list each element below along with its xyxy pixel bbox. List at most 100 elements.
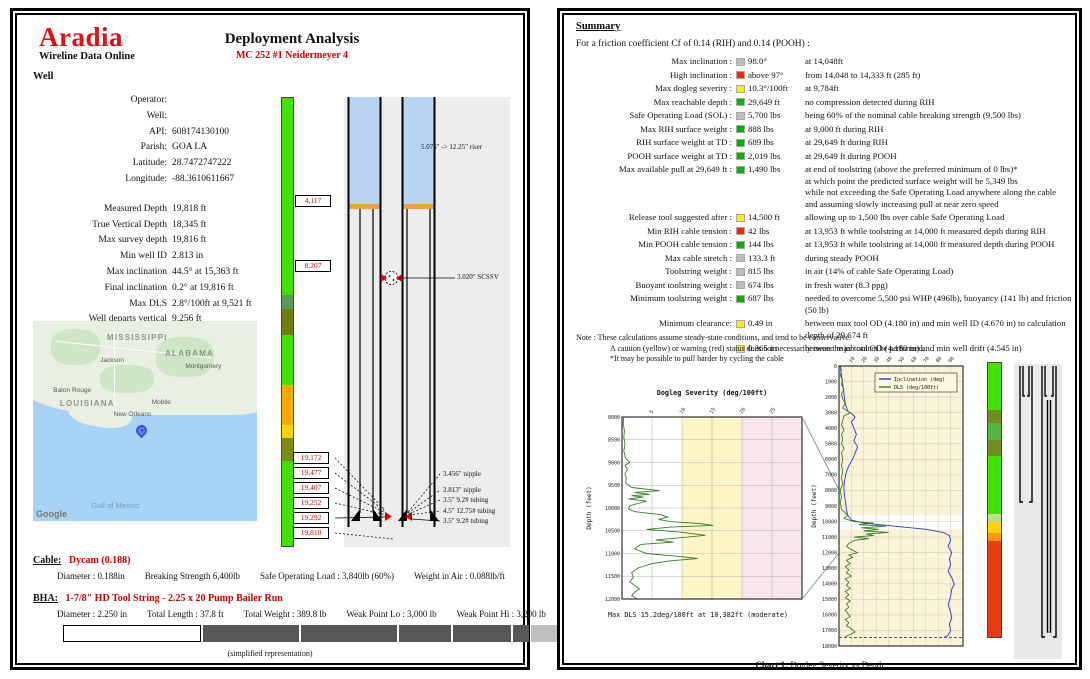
- map-water-label: Gulf of Mexico: [91, 501, 140, 510]
- svg-text:20: 20: [739, 407, 747, 415]
- summary-row-value: 10.3°/100ft: [748, 83, 788, 93]
- report-title: Deployment Analysis: [224, 31, 360, 47]
- well-info-value: 0.2° at 19,816 ft: [172, 282, 234, 293]
- svg-text:13000: 13000: [822, 566, 837, 572]
- well-info-row: API: 608174130100: [27, 125, 337, 141]
- summary-row-value: 5,700 lbs: [748, 110, 781, 120]
- summary-row-desc: from 14,048 to 14,333 ft (285 ft): [805, 69, 921, 80]
- status-square-yellow: [736, 344, 745, 353]
- summary-row-label: Max inclination :: [671, 56, 732, 66]
- toolstring-diagram: [63, 625, 561, 642]
- spec-item: Weak Point Hi : 3,200 lb: [456, 609, 546, 619]
- severity-segment: [282, 335, 293, 385]
- note-line: Note : These calculations assume steady-…: [576, 333, 852, 342]
- well-info-value: 19,816 ft: [172, 235, 207, 246]
- summary-row-value: 815 lbs: [748, 266, 774, 276]
- svg-text:80: 80: [935, 356, 943, 364]
- well-info-row: True Vertical Depth 18,345 ft: [27, 218, 337, 234]
- component-label: 3.456" nipple: [443, 470, 481, 478]
- summary-row-desc: at 14,048ft: [805, 56, 844, 66]
- well-info-value: -88.3610611667: [172, 173, 235, 184]
- toolstring-segment: [301, 625, 397, 642]
- summary-row: Min RIH cable tension : 42 lbs at 13,953 f…: [574, 225, 1080, 239]
- status-square-green: [736, 165, 745, 174]
- summary-row-desc: between max tool OD (4.180 in) and min w…: [805, 343, 1022, 353]
- status-square-yellow: [736, 319, 745, 328]
- status-square-yellow: [736, 84, 745, 93]
- svg-text:18000: 18000: [822, 644, 837, 650]
- severity-segment: [282, 425, 293, 439]
- summary-row-desc: at 13,953 ft while toolstring at 14,000 …: [805, 225, 1046, 236]
- well-info-label: Operator:: [130, 95, 167, 105]
- summary-row-label: Buoyant toolstring weight :: [635, 279, 732, 290]
- well-info-row: Parish: GOA LA: [27, 140, 337, 156]
- svg-text:12000: 12000: [605, 597, 620, 603]
- chart-connector-lines: [802, 416, 839, 600]
- component-label: 3.5" 9.2# tubing: [443, 496, 489, 504]
- summary-row-value: 133.3 ft: [748, 252, 776, 263]
- svg-text:70: 70: [923, 356, 931, 364]
- map-well-pin[interactable]: [133, 422, 150, 439]
- spec-item: Total Length : 37.8 ft: [146, 609, 224, 619]
- logo: Aradia Wireline Data Online: [39, 23, 135, 62]
- severity-segment: [282, 98, 293, 296]
- svg-text:60: 60: [910, 356, 918, 364]
- spec-item: Diameter : 2.250 in: [57, 609, 127, 619]
- chart-caption-text: Dogleg Severity vs Depth: [788, 660, 884, 670]
- depth-label-box: 4,117: [295, 195, 331, 207]
- mini-well-schematic: [1014, 364, 1062, 659]
- summary-row: High inclination : above 97° from 14,048 t…: [574, 69, 1080, 83]
- summary-row-value: 0.49 in: [748, 318, 773, 328]
- well-info-label: Well departs vertical: [88, 314, 167, 325]
- summary-row-value: 674 lbs: [748, 279, 774, 290]
- summary-row-value: 144 lbs: [748, 239, 774, 249]
- summary-row: Buoyant toolstring weight : 674 lbs in fre…: [574, 279, 1080, 293]
- summary-row-desc: no compression detected during RIH: [805, 96, 935, 107]
- summary-row: Minimum clearance: 0.49 in between max too…: [574, 317, 1080, 342]
- summary-row-desc: allowing up to 1,500 lbs over cable Safe…: [805, 212, 1005, 222]
- note-line: *It may be possible to pull harder by cy…: [610, 354, 784, 363]
- map-forest-patch: [50, 329, 101, 365]
- toolstring-segment: [203, 625, 299, 642]
- scssv-valve-symbol: [381, 271, 455, 285]
- report-subtitle: MC 252 #1 Neidermeyer 4: [235, 50, 348, 61]
- cable-section-heading: Cable: Dycam (0.188): [33, 555, 131, 566]
- status-square-green: [736, 294, 745, 303]
- page-left-inner: Aradia Wireline Data Online Deployment A…: [15, 13, 561, 665]
- summary-row: 0.365 in between max tool OD (4.180 in) a…: [574, 342, 1080, 356]
- well-info-list: Operator: Well: API: 608174130100 Parish: GOA…: [27, 93, 337, 328]
- cable-heading-label: Cable:: [33, 555, 62, 566]
- leader-lines: [335, 457, 441, 540]
- summary-row-desc: at end of toolstring (above the preferre…: [805, 164, 1057, 209]
- summary-row-label: Minimum clearance:: [658, 318, 732, 328]
- summary-row-value: 2,019 lbs: [748, 150, 781, 161]
- svg-text:8000: 8000: [825, 488, 837, 494]
- report-header: Deployment Analysis MC 252 #1 Neidermeye…: [167, 31, 417, 61]
- severity-color-bar: [281, 97, 294, 547]
- summary-table: Max inclination : 98.0° at 14,048ft High in…: [574, 55, 1080, 356]
- svg-text:0: 0: [834, 364, 837, 370]
- summary-row: POOH surface weight at TD : 2,019 lbs at 2…: [574, 150, 1080, 164]
- severity-color-bar-small: [987, 362, 1002, 638]
- leader-line-solid: [410, 518, 441, 522]
- location-map[interactable]: MISSISSIPPI ALABAMA LOUISIANA Jackson Mo…: [33, 321, 257, 521]
- well-info-value: 44.5° at 15,363 ft: [172, 266, 239, 277]
- summary-row-desc: at 13,953 ft while toolstring at 14,000 …: [805, 239, 1055, 249]
- svg-text:25: 25: [769, 407, 777, 415]
- cable-specs: Diameter : 0.188in Breaking Strength 6,40…: [57, 571, 525, 581]
- spec-item: Diameter : 0.188in: [57, 571, 125, 581]
- spec-item: Total Weight : 389.8 lb: [243, 609, 327, 619]
- leader-line-solid: [335, 516, 386, 519]
- svg-text:6000: 6000: [825, 457, 837, 463]
- spec-item: Breaking Strength 6,400lb: [144, 571, 240, 581]
- status-square-green: [736, 138, 745, 147]
- map-city-label: Montgomery: [185, 363, 222, 370]
- well-info-label: Measured Depth: [103, 203, 167, 214]
- well-info-label: Min well ID: [120, 251, 167, 262]
- well-info-label: Well:: [146, 110, 167, 121]
- toolstring-segment: [453, 625, 511, 642]
- summary-row-label: Max RIH surface weight :: [640, 123, 732, 134]
- svg-text:90: 90: [947, 356, 955, 364]
- summary-row: Release tool suggested after : 14,500 ft a…: [574, 211, 1080, 225]
- depth-label-box: 19,252: [293, 497, 329, 509]
